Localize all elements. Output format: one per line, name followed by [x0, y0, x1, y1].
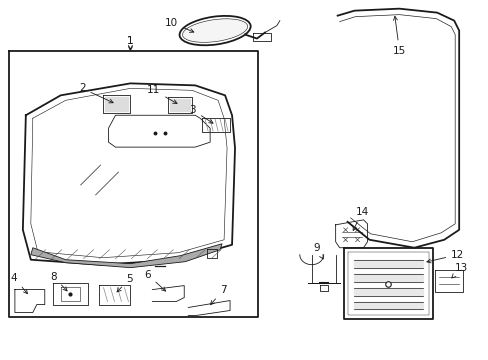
Text: 10: 10: [165, 18, 193, 32]
Text: 8: 8: [50, 272, 67, 291]
Text: 4: 4: [11, 273, 27, 294]
Text: 7: 7: [210, 284, 226, 305]
Text: 1: 1: [127, 36, 134, 49]
Text: 2: 2: [79, 84, 113, 103]
Polygon shape: [353, 288, 423, 296]
Ellipse shape: [182, 19, 247, 42]
Text: 3: 3: [189, 105, 213, 123]
Text: 15: 15: [392, 16, 405, 55]
Text: 13: 13: [451, 263, 468, 278]
Text: 6: 6: [144, 270, 165, 291]
Polygon shape: [353, 260, 423, 268]
Polygon shape: [104, 97, 128, 111]
Text: 11: 11: [147, 85, 177, 103]
Polygon shape: [31, 244, 222, 268]
Polygon shape: [353, 302, 423, 310]
Text: 12: 12: [426, 250, 464, 263]
Text: 1: 1: [127, 36, 134, 46]
Polygon shape: [170, 99, 190, 111]
Polygon shape: [108, 115, 210, 147]
Text: 5: 5: [117, 274, 133, 292]
Ellipse shape: [179, 16, 250, 45]
Text: 9: 9: [313, 243, 323, 259]
Text: 14: 14: [352, 207, 368, 230]
Polygon shape: [353, 274, 423, 282]
